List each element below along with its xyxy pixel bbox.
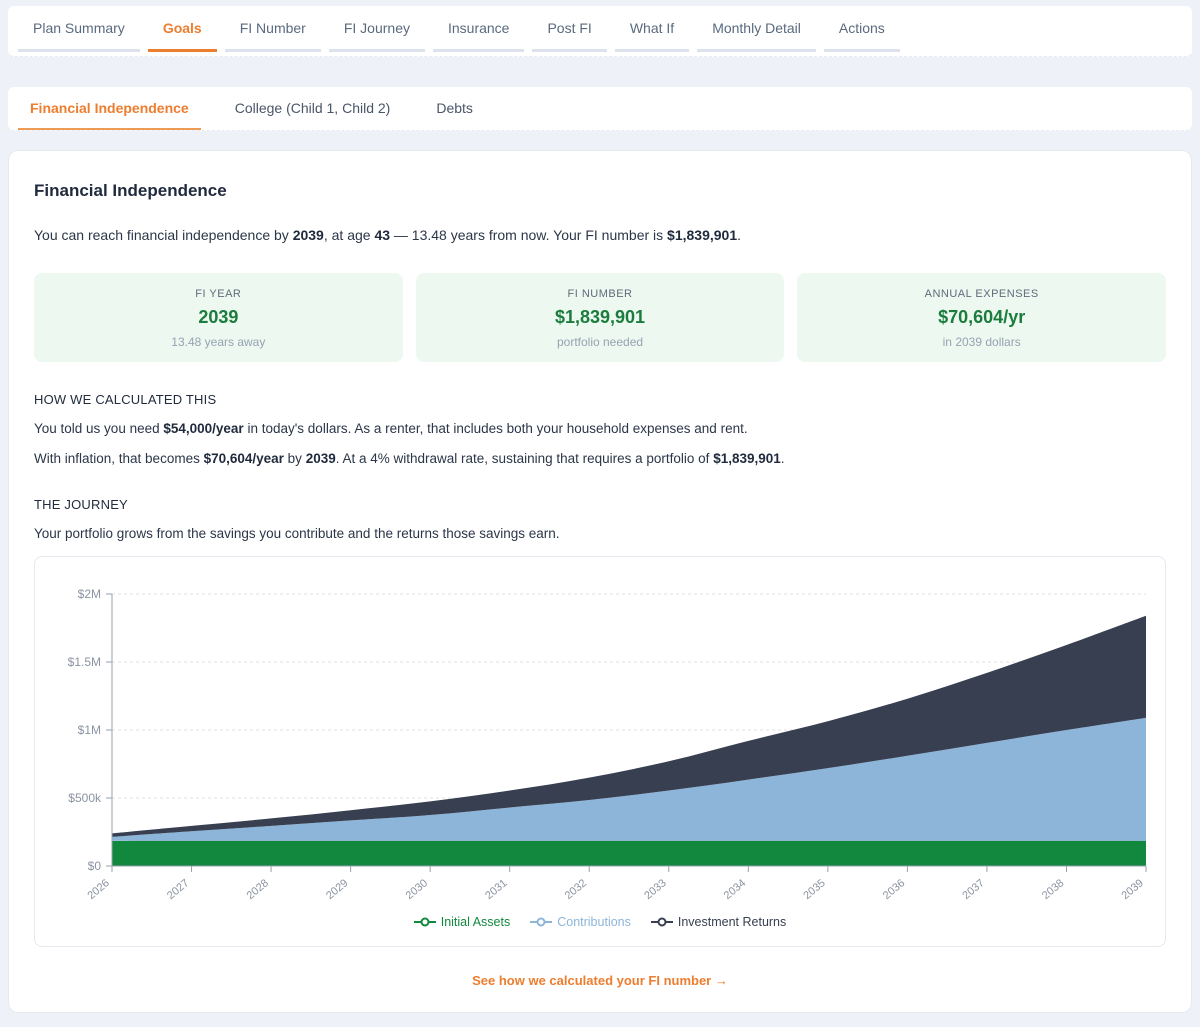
svg-text:2032: 2032 bbox=[563, 877, 589, 902]
svg-text:2037: 2037 bbox=[960, 877, 986, 902]
chart-legend: Initial Assets Contributions Investment Re… bbox=[35, 915, 1165, 929]
journey-heading: THE JOURNEY bbox=[34, 497, 128, 512]
svg-text:2027: 2027 bbox=[165, 877, 191, 902]
financial-independence-card: Financial Independence You can reach fin… bbox=[8, 150, 1192, 1013]
tab-what-if[interactable]: What If bbox=[614, 6, 690, 52]
legend-label: Contributions bbox=[557, 915, 631, 929]
tab-insurance[interactable]: Insurance bbox=[432, 6, 525, 52]
svg-text:2028: 2028 bbox=[245, 877, 271, 902]
subtab-financial-independence[interactable]: Financial Independence bbox=[18, 87, 201, 130]
fi-journey-chart: $0 $500k $1M $1.5M $2M 2026 2027 2028 2029 2030 20… bbox=[34, 556, 1166, 947]
tab-monthly-detail[interactable]: Monthly Detail bbox=[697, 6, 816, 52]
how-we-calculated-heading: HOW WE CALCULATED THIS bbox=[34, 392, 217, 407]
stat-value: $70,604/yr bbox=[938, 307, 1026, 327]
stat-label: FI NUMBER bbox=[567, 288, 633, 300]
how-we-calculated-p1: You told us you need $54,000/year in tod… bbox=[34, 421, 748, 436]
fi-number-link[interactable]: See how we calculated your FI number → bbox=[472, 973, 728, 988]
stat-label: ANNUAL EXPENSES bbox=[924, 288, 1039, 300]
svg-text:$500k: $500k bbox=[68, 791, 102, 805]
tab-post-fi[interactable]: Post FI bbox=[532, 6, 607, 52]
subtab-debts[interactable]: Debts bbox=[436, 99, 473, 116]
svg-text:$1M: $1M bbox=[78, 723, 101, 737]
stat-sub: in 2039 dollars bbox=[942, 335, 1021, 349]
legend-marker-icon bbox=[530, 917, 553, 927]
svg-text:$1.5M: $1.5M bbox=[68, 655, 101, 669]
stat-cards: FI YEAR 2039 13.48 years away FI NUMBER $1,8… bbox=[34, 273, 1167, 362]
stat-card-fi-year: FI YEAR 2039 13.48 years away bbox=[34, 273, 403, 362]
legend-label: Initial Assets bbox=[440, 915, 511, 929]
legend-label: Investment Returns bbox=[677, 915, 787, 929]
fi-journey-chart-svg: $0 $500k $1M $1.5M $2M 2026 2027 2028 2029 2030 20… bbox=[68, 587, 1147, 902]
subtab-college-child-1-child-2[interactable]: College (Child 1, Child 2) bbox=[234, 99, 391, 116]
tab-fi-journey[interactable]: FI Journey bbox=[328, 6, 425, 52]
svg-text:2031: 2031 bbox=[483, 877, 509, 902]
svg-text:$2M: $2M bbox=[78, 587, 101, 601]
svg-text:2036: 2036 bbox=[881, 877, 907, 902]
legend-marker-icon bbox=[650, 917, 673, 927]
how-we-calculated-p2: With inflation, that becomes $70,604/yea… bbox=[34, 451, 785, 466]
main-tab-bar: Plan Summary Goals FI Number FI Journey Insu… bbox=[8, 6, 1192, 57]
svg-text:2033: 2033 bbox=[642, 877, 668, 902]
legend-item-investment-returns[interactable]: Investment Returns bbox=[650, 915, 787, 929]
tab-plan-summary[interactable]: Plan Summary bbox=[18, 6, 140, 52]
svg-text:2030: 2030 bbox=[404, 877, 430, 902]
legend-item-contributions[interactable]: Contributions bbox=[530, 915, 631, 929]
svg-text:2039: 2039 bbox=[1119, 877, 1145, 902]
tab-fi-number[interactable]: FI Number bbox=[224, 6, 321, 52]
journey-text: Your portfolio grows from the savings yo… bbox=[34, 526, 560, 541]
svg-text:2038: 2038 bbox=[1040, 877, 1066, 902]
svg-text:$0: $0 bbox=[88, 859, 102, 873]
svg-text:2034: 2034 bbox=[722, 877, 748, 902]
stat-card-annual-expenses: ANNUAL EXPENSES $70,604/yr in 2039 dollars bbox=[797, 273, 1167, 362]
legend-item-initial-assets[interactable]: Initial Assets bbox=[413, 915, 511, 929]
svg-text:2026: 2026 bbox=[85, 877, 111, 902]
stat-sub: portfolio needed bbox=[556, 335, 644, 349]
stat-sub: 13.48 years away bbox=[171, 335, 266, 349]
goal-tab-bar: Financial Independence College (Child 1, … bbox=[8, 87, 1192, 131]
stat-label: FI YEAR bbox=[195, 288, 242, 300]
stat-card-fi-number: FI NUMBER $1,839,901 portfolio needed bbox=[415, 273, 785, 362]
page-title: Financial Independence bbox=[34, 181, 227, 200]
svg-text:2035: 2035 bbox=[801, 877, 827, 902]
stat-value: $1,839,901 bbox=[554, 307, 646, 327]
tab-actions[interactable]: Actions bbox=[823, 6, 900, 52]
svg-text:2029: 2029 bbox=[324, 877, 350, 902]
tab-goals[interactable]: Goals bbox=[147, 6, 217, 52]
intro-text: You can reach financial independence by … bbox=[34, 227, 742, 243]
stat-value: 2039 bbox=[198, 307, 239, 327]
legend-marker-icon bbox=[413, 917, 436, 927]
